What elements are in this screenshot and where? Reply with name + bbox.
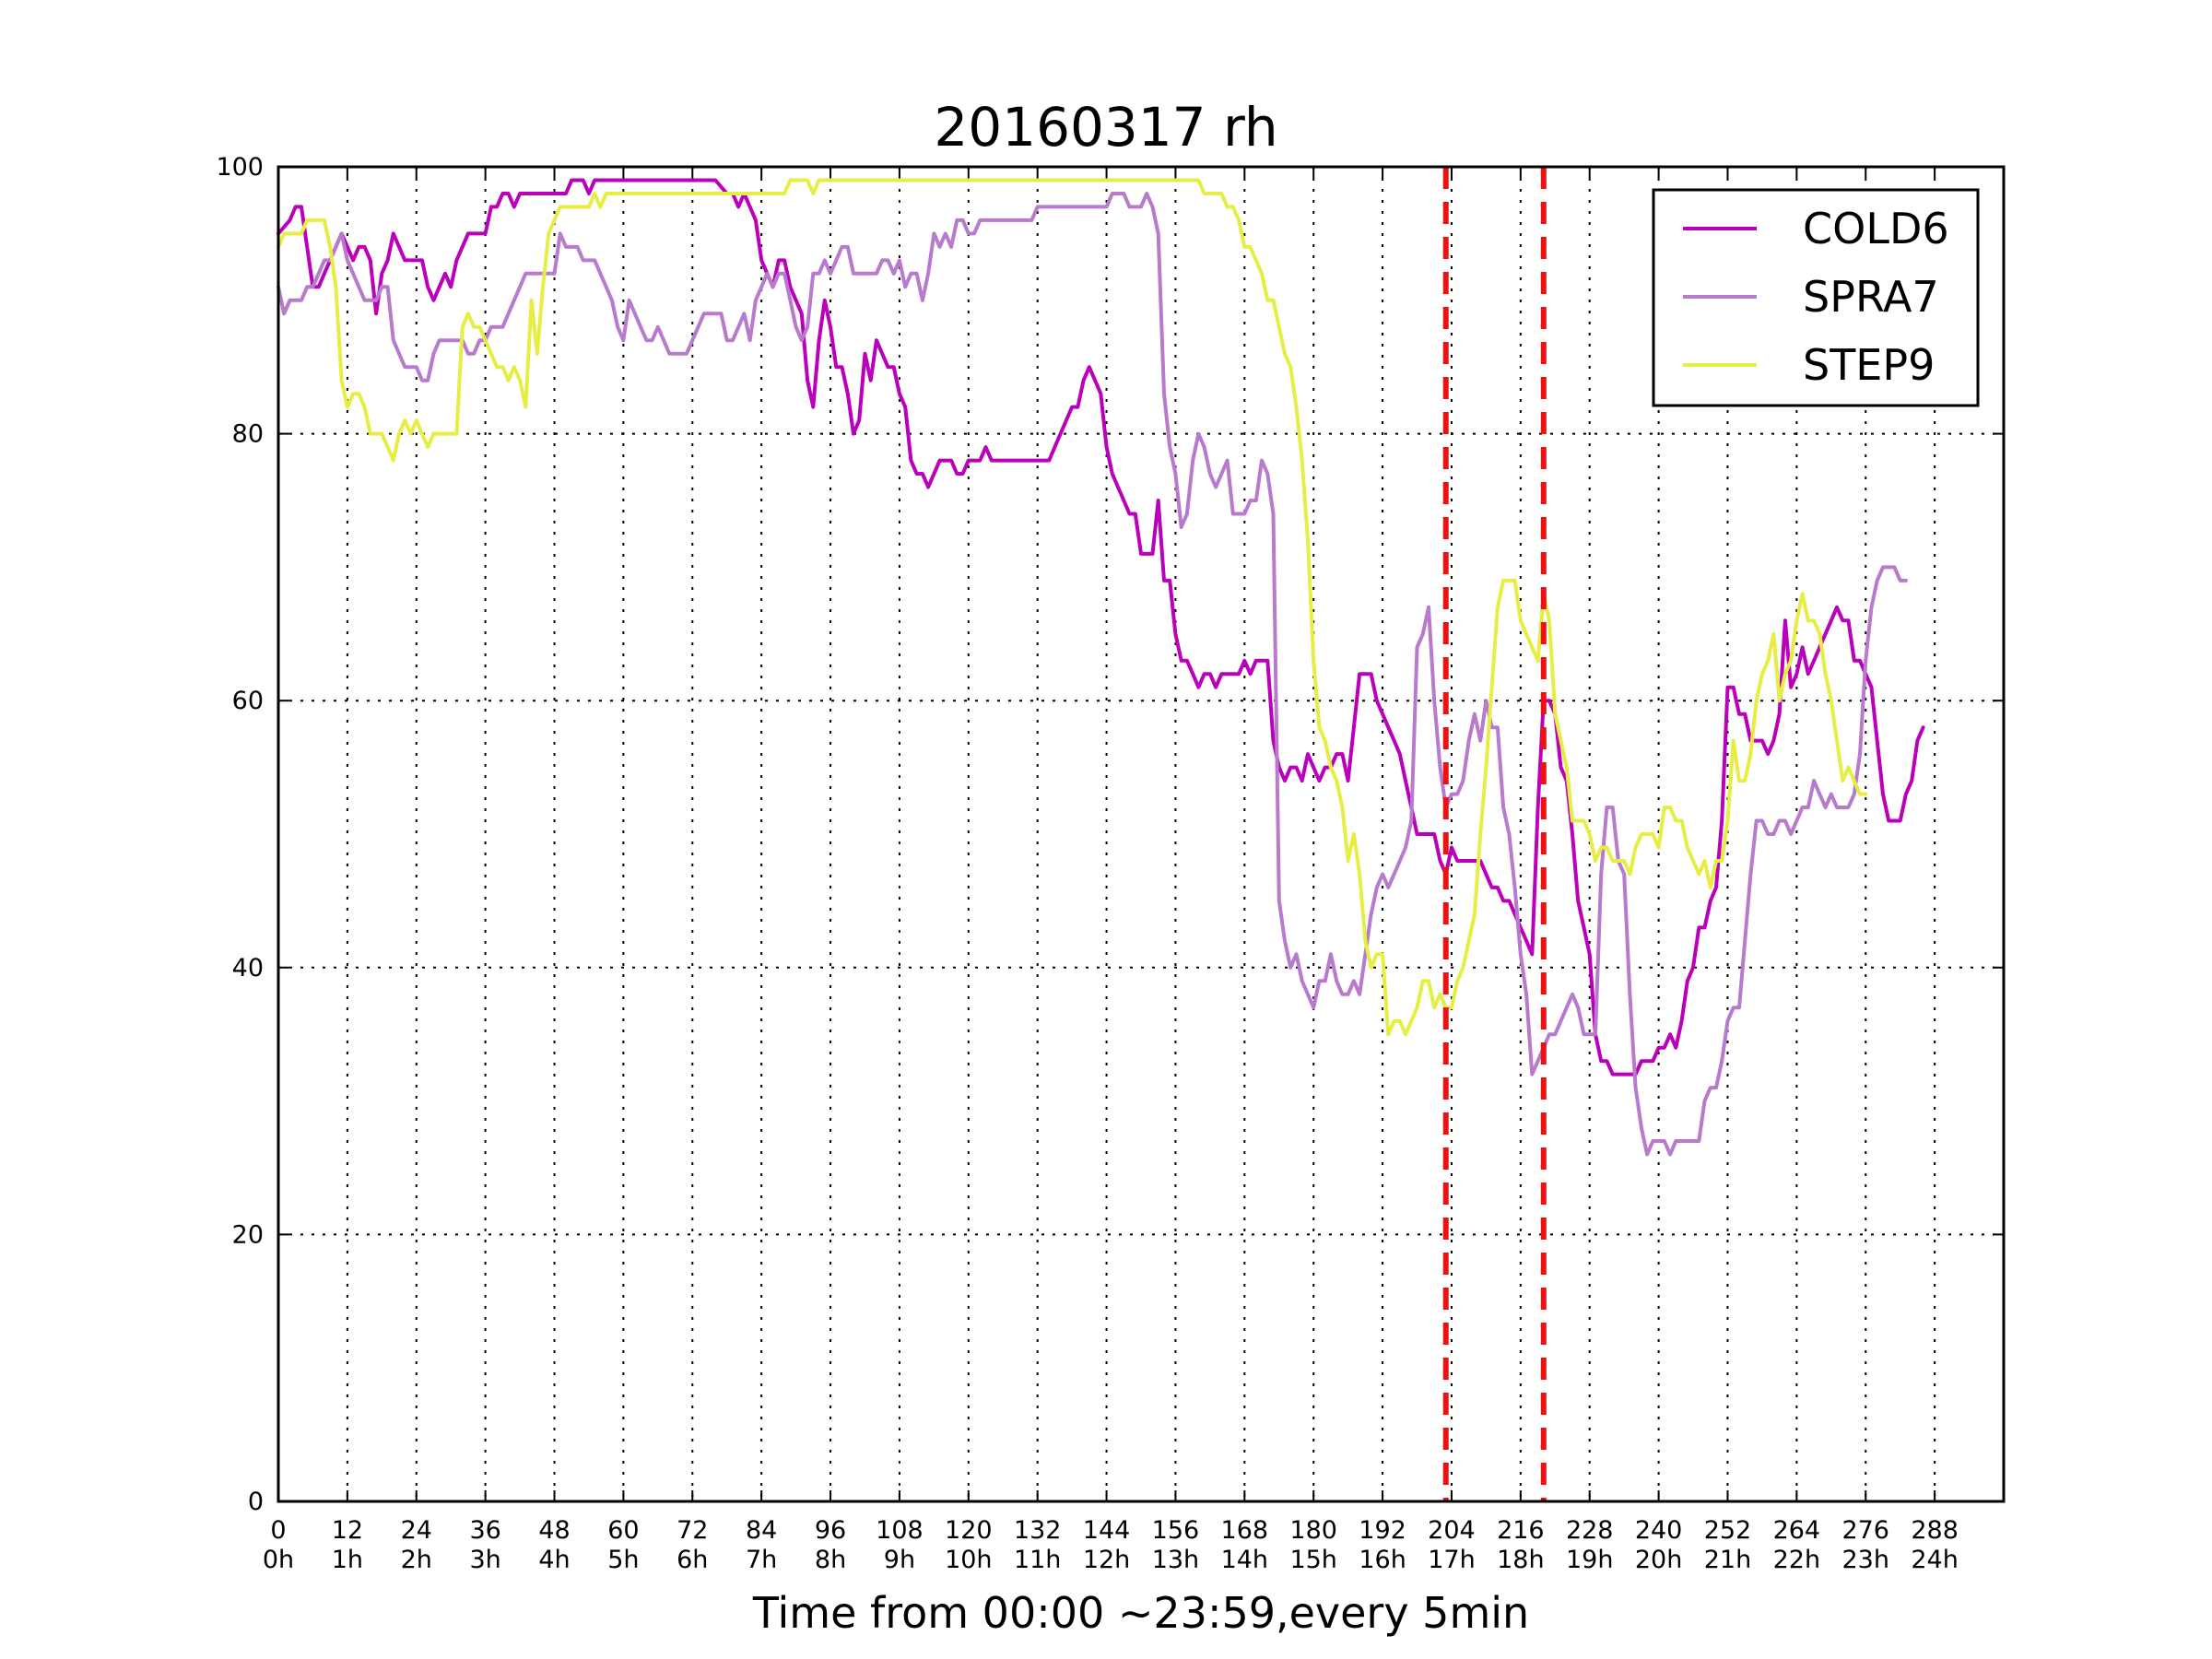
- x-tick-label: 276: [1841, 1516, 1889, 1545]
- x-tick-label: 180: [1289, 1516, 1337, 1545]
- x-tick-label-hour: 23h: [1842, 1546, 1889, 1574]
- legend-label-cold6: COLD6: [1803, 204, 1949, 253]
- x-tick-label-hour: 5h: [607, 1546, 639, 1574]
- x-tick-label-hour: 1h: [332, 1546, 363, 1574]
- x-tick-label: 36: [469, 1516, 500, 1545]
- y-tick-label: 40: [232, 954, 264, 982]
- x-tick-label-hour: 3h: [469, 1546, 500, 1574]
- x-tick-label-hour: 8h: [815, 1546, 846, 1574]
- x-tick-label: 168: [1221, 1516, 1269, 1545]
- x-tick-label: 204: [1428, 1516, 1476, 1545]
- x-tick-label-hour: 17h: [1428, 1546, 1475, 1574]
- x-tick-label: 60: [607, 1516, 639, 1545]
- x-tick-label: 0: [270, 1516, 286, 1545]
- series-lines: [276, 178, 1925, 1157]
- x-tick-label-hour: 2h: [401, 1546, 432, 1574]
- x-tick-label-hour: 4h: [538, 1546, 570, 1574]
- x-tick-label: 240: [1635, 1516, 1683, 1545]
- y-tick-label: 20: [232, 1220, 264, 1249]
- x-tick-label-hour: 16h: [1359, 1546, 1406, 1574]
- x-tick-label: 156: [1152, 1516, 1200, 1545]
- vertical-markers: [1442, 167, 1547, 1501]
- x-tick-label: 24: [401, 1516, 432, 1545]
- x-tick-label: 84: [746, 1516, 777, 1545]
- x-tick-label-hour: 20h: [1635, 1546, 1682, 1574]
- x-axis-label: Time from 00:00 ~23:59,every 5min: [752, 1588, 1529, 1638]
- x-tick-label: 108: [876, 1516, 924, 1545]
- x-tick-label-hour: 11h: [1014, 1546, 1061, 1574]
- plot-area: [276, 165, 2006, 1503]
- legend-label-spra7: SPRA7: [1803, 272, 1939, 322]
- x-tick-label: 228: [1566, 1516, 1614, 1545]
- x-tick-label-hour: 24h: [1911, 1546, 1958, 1574]
- x-tick-label-hour: 15h: [1289, 1546, 1336, 1574]
- x-tick-label: 264: [1773, 1516, 1821, 1545]
- x-tick-label: 48: [538, 1516, 570, 1545]
- x-tick-label-hour: 22h: [1773, 1546, 1820, 1574]
- x-tick-label: 132: [1014, 1516, 1062, 1545]
- x-tick-label-hour: 10h: [945, 1546, 992, 1574]
- x-tick-label-hour: 12h: [1083, 1546, 1130, 1574]
- x-tick-label: 12: [332, 1516, 363, 1545]
- x-tick-label: 288: [1911, 1516, 1959, 1545]
- x-tick-label-hour: 21h: [1704, 1546, 1751, 1574]
- x-tick-label-hour: 19h: [1566, 1546, 1613, 1574]
- x-tick-label-hour: 6h: [677, 1546, 708, 1574]
- series-line-spra7: [276, 192, 1908, 1157]
- x-tick-label-hour: 18h: [1497, 1546, 1544, 1574]
- y-tick-label: 0: [248, 1488, 264, 1516]
- x-tick-label-hour: 9h: [884, 1546, 915, 1574]
- x-tick-label: 216: [1497, 1516, 1545, 1545]
- x-tick-label: 72: [677, 1516, 708, 1545]
- x-tick-label: 96: [815, 1516, 846, 1545]
- x-tick-label: 192: [1359, 1516, 1406, 1545]
- x-tick-label: 252: [1704, 1516, 1752, 1545]
- legend: COLD6 SPRA7 STEP9: [1652, 188, 1980, 407]
- x-tick-label-hour: 13h: [1152, 1546, 1199, 1574]
- x-tick-label-hour: 0h: [263, 1546, 294, 1574]
- x-tick-label-hour: 7h: [746, 1546, 777, 1574]
- x-tick-label: 120: [945, 1516, 993, 1545]
- chart-title: 20160317 rh: [934, 96, 1277, 159]
- y-axis-ticks: 0 20 40 60 80 100: [216, 153, 2004, 1516]
- x-tick-label: 144: [1083, 1516, 1131, 1545]
- y-tick-label: 80: [232, 420, 264, 449]
- y-tick-label: 60: [232, 687, 264, 715]
- series-line-step9: [276, 178, 1868, 1037]
- y-tick-label: 100: [216, 153, 264, 182]
- x-tick-label-hour: 14h: [1221, 1546, 1268, 1574]
- series-line-cold6: [276, 178, 1925, 1077]
- legend-label-step9: STEP9: [1803, 340, 1935, 390]
